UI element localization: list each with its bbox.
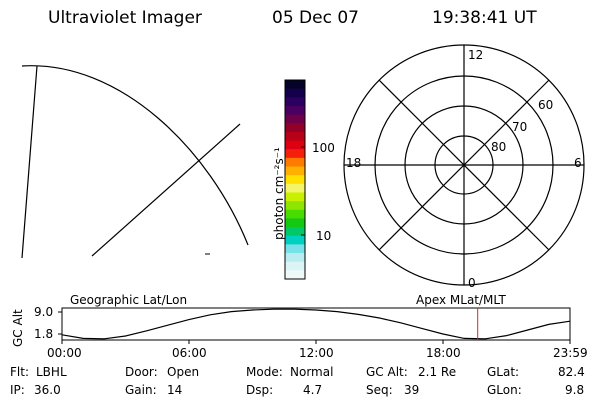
door-label: Door:: [125, 365, 158, 379]
dsp-value: 4.7: [303, 383, 323, 397]
polar-label-12: 12: [468, 48, 484, 62]
colorbar-cell: [285, 201, 305, 211]
door-value: Open: [167, 365, 200, 379]
colorbar-cell: [285, 253, 305, 263]
seq-label: Seq:: [366, 383, 393, 397]
colorbar-cell: [285, 131, 305, 142]
colorbar-cell: [285, 105, 305, 116]
instrument-title: Ultraviolet Imager: [48, 8, 202, 28]
gain-value: 14: [167, 383, 183, 397]
ip-label: IP:: [10, 383, 25, 397]
gc-alt-value: 2.1 Re: [418, 365, 457, 379]
strip-left-label: Geographic Lat/Lon: [70, 293, 188, 307]
colorbar-cell: [285, 235, 305, 245]
colorbar-cell: [285, 209, 305, 220]
colorbar-cell: [285, 157, 305, 168]
colorbar-cell: [285, 149, 305, 159]
flt-label: Flt:: [10, 365, 29, 379]
mode-value: Normal: [290, 365, 334, 379]
map-meridian-diagonal: [91, 123, 241, 257]
colorbar-cell: [285, 175, 305, 185]
strip-xtick-label-3: 18:00: [426, 346, 461, 360]
colorbar-cell: [285, 183, 305, 194]
colorbar-cell: [285, 88, 305, 98]
flt-value: LBHL: [36, 365, 67, 379]
strip-xtick-label-4: 23:59: [553, 346, 588, 360]
dsp-label: Dsp:: [246, 383, 274, 397]
map-latitude-arc: [21, 65, 249, 246]
orbit-altitude-line: [61, 308, 571, 340]
colorbar-tick-label-100: 100: [312, 141, 335, 155]
colorbar-cell: [285, 192, 305, 202]
strip-xtick-label-1: 06:00: [172, 346, 207, 360]
ip-value: 36.0: [34, 383, 61, 397]
colorbar-cell: [285, 244, 305, 254]
colorbar-cell: [285, 227, 305, 237]
colorbar-frame: [284, 79, 306, 280]
polar-lat-60: 60: [538, 98, 554, 112]
colorbar-cell: [285, 123, 305, 133]
polar-label-0: 0: [468, 276, 476, 290]
strip-xtick-label-2: 12:00: [299, 346, 334, 360]
strip-frame: [61, 307, 571, 341]
colorbar-cell: [285, 97, 305, 107]
colorbar-tick-label-10: 10: [316, 229, 332, 243]
strip-right-label: Apex MLat/MLT: [416, 293, 506, 307]
mode-label: Mode:: [246, 365, 283, 379]
glat-value: 82.4: [558, 365, 585, 379]
glat-label: GLat:: [487, 365, 520, 379]
colorbar-cell: [285, 114, 305, 124]
time-label: 19:38:41 UT: [432, 8, 537, 28]
colorbar-cell: [285, 80, 305, 90]
colorbar-cell: [285, 270, 305, 280]
polar-lat-70: 70: [512, 120, 528, 134]
colorbar-cell: [285, 261, 305, 271]
strip-xtick-label-0: 00:00: [47, 346, 82, 360]
colorbar-cell: [285, 140, 305, 150]
glon-value: 9.8: [565, 383, 585, 397]
strip-y-min: 1.8: [34, 327, 54, 341]
colorbar-cell: [285, 218, 305, 228]
date-label: 05 Dec 07: [272, 8, 359, 28]
gc-alt-label: GC Alt:: [366, 365, 408, 379]
map-meridian-line: [21, 65, 38, 259]
strip-y-max: 9.0: [34, 305, 54, 319]
colorbar-cell: [285, 166, 305, 176]
glon-label: GLon:: [487, 383, 522, 397]
polar-label-6: 6: [574, 156, 582, 170]
polar-lat-80: 80: [491, 140, 507, 154]
seq-value: 39: [404, 383, 420, 397]
gain-label: Gain:: [125, 383, 157, 397]
polar-label-18: 18: [346, 156, 362, 170]
polar-axis-diagonal-2: [378, 79, 550, 251]
